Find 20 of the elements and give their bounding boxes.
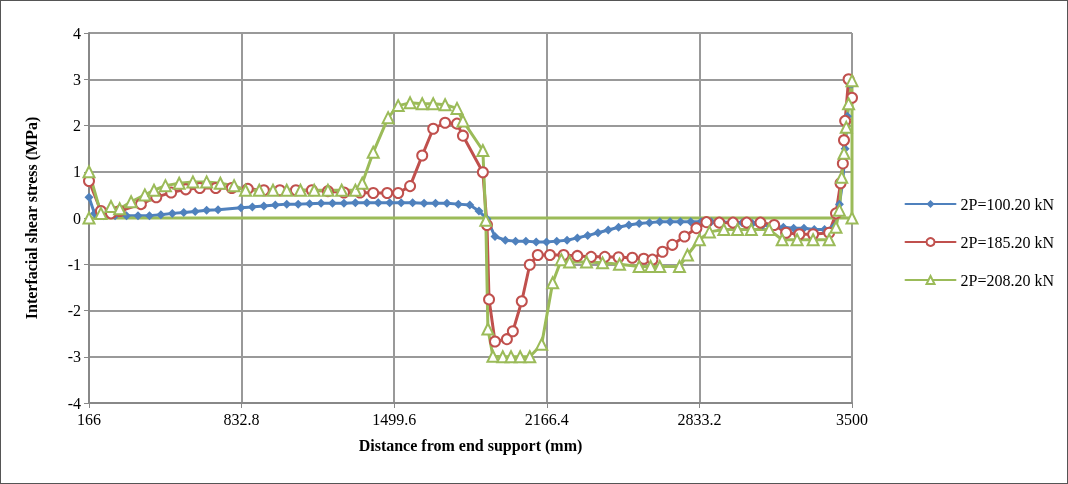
y-tick-label: -4 <box>67 394 81 412</box>
legend-label: 2P=208.20 kN <box>960 271 1055 289</box>
x-tick-label: 832.8 <box>223 410 260 428</box>
y-tick-label: 0 <box>73 209 81 227</box>
legend-label: 2P=185.20 kN <box>960 233 1055 251</box>
y-tick-label: 1 <box>73 163 81 181</box>
x-axis-title: Distance from end support (mm) <box>358 436 583 455</box>
x-tick-label: 1499.6 <box>372 410 417 428</box>
x-tick-label: 2833.2 <box>677 410 722 428</box>
y-tick-label: 2 <box>73 117 81 134</box>
x-tick-label: 3500 <box>836 410 868 428</box>
y-tick-label: 3 <box>73 70 81 88</box>
x-tick-label: 166 <box>77 410 101 428</box>
x-tick-label: 2166.4 <box>524 410 569 428</box>
y-tick-label: -2 <box>67 302 81 319</box>
legend-label: 2P=100.20 kN <box>960 195 1055 213</box>
y-axis-title: Interfacial shear stress (MPa) <box>22 116 41 320</box>
y-tick-label: -1 <box>67 255 81 273</box>
y-tick-label: 4 <box>73 24 81 42</box>
y-tick-label: -3 <box>67 348 81 366</box>
